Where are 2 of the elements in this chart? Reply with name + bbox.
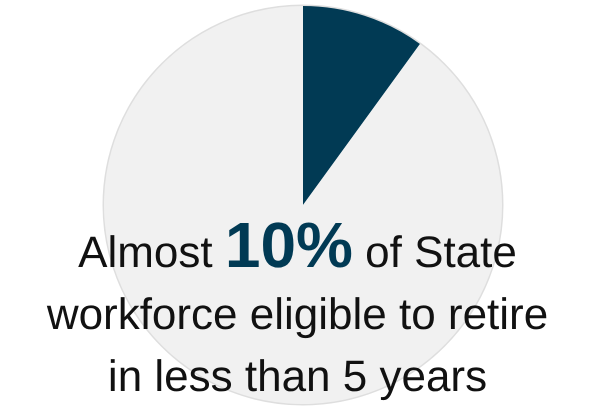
pie-slice bbox=[303, 6, 420, 205]
chart-title: Almost 10% of State workforce eligible to retire in less than 5 years bbox=[46, 209, 548, 401]
